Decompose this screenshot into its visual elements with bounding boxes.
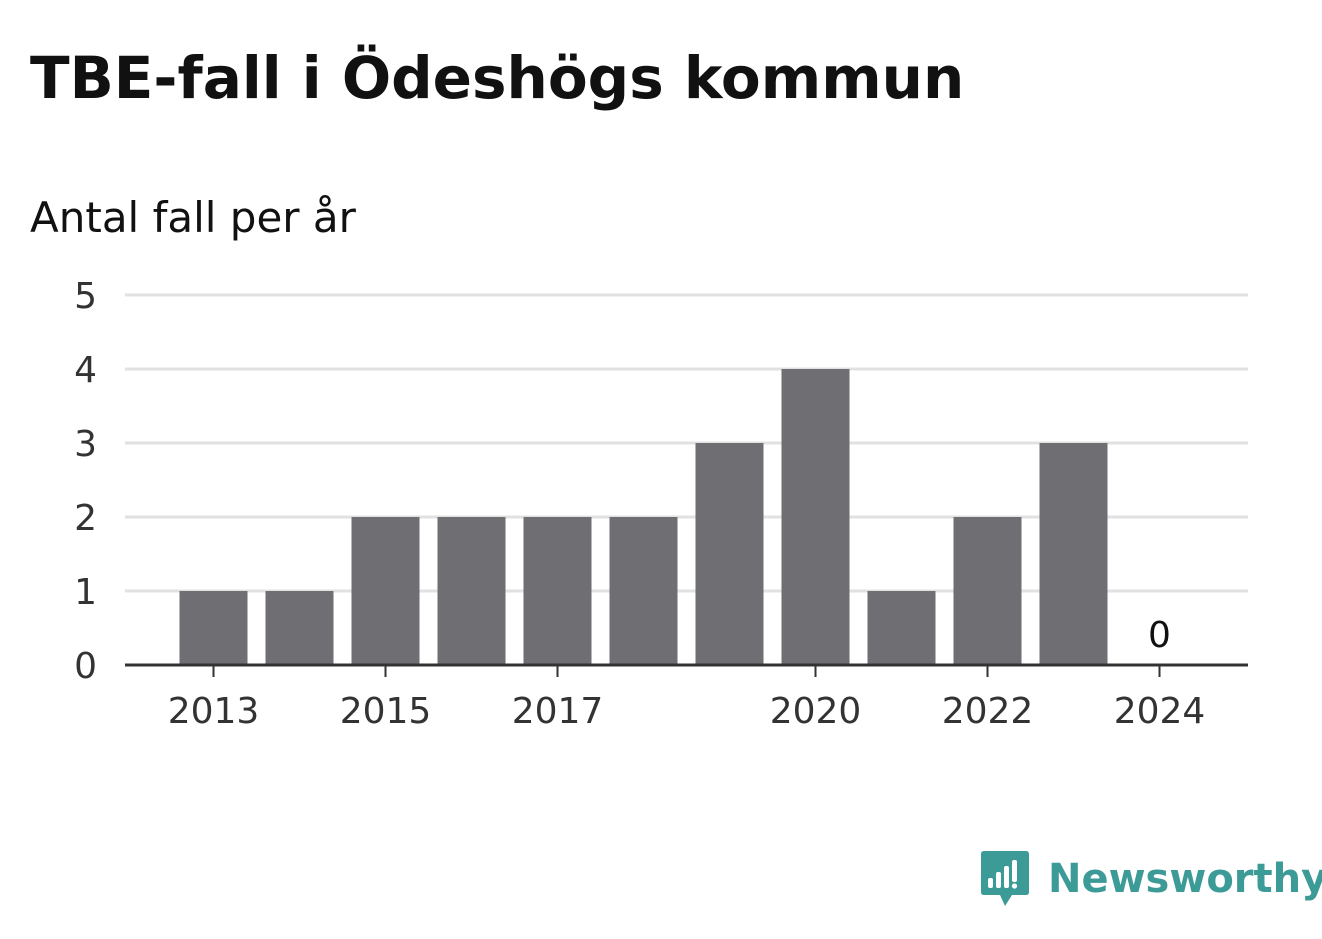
x-tick-label: 2017 <box>512 691 604 732</box>
bar-2022 <box>953 517 1022 665</box>
y-tick-label: 1 <box>74 572 97 613</box>
brand: Newsworthy <box>980 848 1322 910</box>
x-tick-label: 2015 <box>340 691 432 732</box>
y-tick-label: 3 <box>74 424 97 465</box>
y-tick-label: 4 <box>74 350 97 391</box>
bar-2015 <box>351 517 420 665</box>
y-tick-label: 2 <box>74 498 97 539</box>
x-axis-ticks: 2013 2015 2017 2020 2022 2024 <box>168 665 1206 732</box>
chart-title: TBE-fall i Ödeshögs kommun <box>30 44 965 112</box>
bar-2017 <box>523 517 592 665</box>
bar-2020 <box>781 369 850 665</box>
data-labels: 0 <box>1148 615 1171 656</box>
bar-2014 <box>265 591 334 665</box>
bar-2016 <box>437 517 506 665</box>
bar-chart: 0 1 2 3 4 5 2013 2015 2017 2020 2022 2024 0 <box>74 276 1248 732</box>
y-tick-label: 5 <box>74 276 97 317</box>
bar-2018 <box>609 517 678 665</box>
data-label: 0 <box>1148 615 1171 656</box>
bar-2019 <box>695 443 764 665</box>
x-tick-label: 2013 <box>168 691 260 732</box>
x-tick-label: 2022 <box>942 691 1034 732</box>
bars <box>179 369 1108 665</box>
x-tick-label: 2024 <box>1114 691 1206 732</box>
chart-subtitle: Antal fall per år <box>30 193 356 242</box>
brand-name: Newsworthy <box>1048 856 1322 902</box>
bar-2013 <box>179 591 248 665</box>
newsworthy-logo-icon <box>981 851 1029 906</box>
y-tick-label: 0 <box>74 646 97 687</box>
x-tick-label: 2020 <box>770 691 862 732</box>
y-axis-ticks: 0 1 2 3 4 5 <box>74 276 97 687</box>
bar-2021 <box>867 591 936 665</box>
bar-2023 <box>1039 443 1108 665</box>
